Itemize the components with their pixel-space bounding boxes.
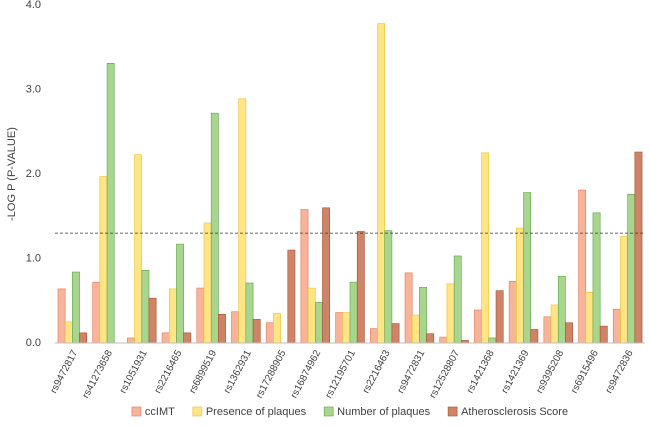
bar [488,337,497,344]
bar [411,314,420,344]
y-tick-label: 2.0 [26,168,41,180]
bar [453,255,462,344]
bar [203,222,212,344]
bar [273,313,281,344]
bar [495,290,504,344]
x-tick-label: rs9395208 [534,348,566,395]
bar [439,336,448,344]
x-tick-label: rs2216465 [153,348,185,395]
bar [106,63,115,344]
legend-label: Presence of plaques [206,406,307,418]
bar [161,332,170,344]
x-tick-label: rs1051931 [118,348,150,395]
bar [612,308,621,344]
bar [481,152,490,344]
bar [384,230,393,344]
bar [57,288,66,344]
bar [419,286,427,344]
bar [176,243,184,344]
bar [426,333,435,344]
bar [134,154,143,344]
bar [592,212,601,344]
y-tick-label: 3.0 [26,83,41,95]
bar [314,302,323,344]
legend-swatch [131,406,142,417]
bar [634,151,643,344]
bar [474,309,482,344]
x-tick-label: rs17288905 [254,348,289,400]
legend-swatch [323,406,334,417]
x-tick-label: rs9472831 [395,348,427,395]
bar [356,231,365,344]
bar [79,332,88,344]
bar [252,319,261,344]
bar [92,281,101,344]
bar [391,323,400,344]
y-tick-label: 4.0 [26,0,41,11]
bar [238,98,247,344]
bar [64,321,73,344]
bar [168,288,177,344]
bar [231,311,239,344]
bar [99,176,108,344]
bar [620,236,628,344]
bar [335,312,344,344]
bar [307,287,316,344]
bar [627,193,636,344]
bar [370,328,378,344]
bar [322,207,330,344]
bar [210,112,219,344]
y-tick-label: 0.0 [26,337,41,349]
bar [127,337,135,344]
bar [557,275,566,344]
bar [72,271,80,344]
legend-label: Number of plaques [337,406,430,418]
legend-label: ccIMT [145,406,175,418]
x-tick-label: rs1421368 [465,348,497,395]
x-tick-label: rs1421369 [500,348,532,395]
bar [446,283,455,344]
bar [196,287,205,344]
bar [300,209,309,344]
x-tick-label: rs6899519 [187,348,219,395]
bar [404,272,413,344]
bar [265,322,274,344]
bar [183,332,192,344]
bar [349,281,358,344]
bar [148,297,157,344]
x-tick-label: rs9472817 [48,348,80,395]
x-tick-label: rs16874962 [289,348,324,400]
bar [543,316,552,344]
bar [530,329,539,344]
bar [508,281,517,344]
x-tick-label: rs1362931 [222,348,254,395]
legend-label: Atherosclerosis Score [461,406,568,418]
y-tick-label: 1.0 [26,252,41,264]
x-tick-label: rs2216463 [361,348,393,395]
bar [342,312,351,344]
x-tick-label: rs41273658 [81,348,116,400]
x-tick-label: rs12195701 [323,348,358,400]
legend-swatch [447,406,458,417]
bar [377,23,386,344]
bar [516,227,524,344]
bar [218,313,226,344]
bar [287,249,296,344]
x-tick-label: rs9472836 [604,348,636,395]
bar [585,291,594,344]
bar [550,304,559,344]
bar [599,325,608,344]
legend-swatch [192,406,203,417]
y-axis-label: -LOG P (P-VALUE) [6,127,18,221]
bar [578,189,587,344]
bar [565,322,573,344]
bar [523,192,532,344]
bar [245,282,254,344]
x-tick-label: rs6915496 [569,348,601,395]
x-tick-label: rs12528807 [428,348,463,400]
bar [141,270,150,344]
